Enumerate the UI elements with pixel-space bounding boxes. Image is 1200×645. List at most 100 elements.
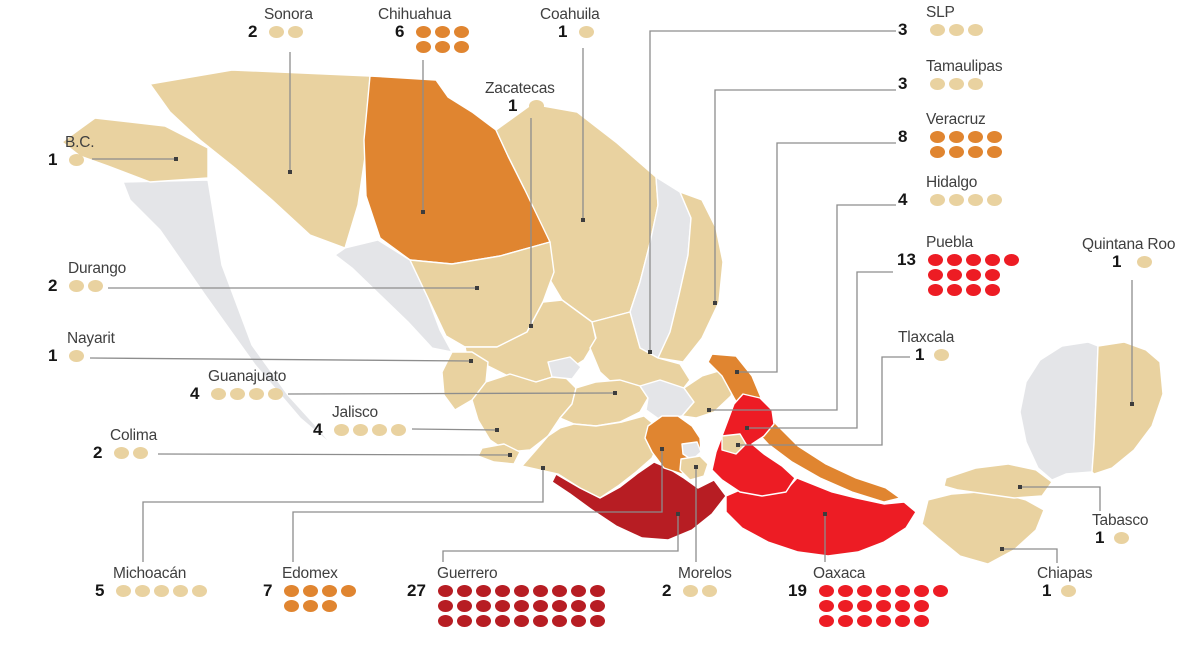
tally-dot: [211, 388, 226, 400]
tally-dot: [895, 615, 910, 627]
tally-dot: [571, 600, 586, 612]
state-name: Michoacán: [113, 565, 187, 582]
tally-dot: [552, 615, 567, 627]
state-name: Quintana Roo: [1082, 236, 1176, 253]
tally-dot-row: [819, 600, 948, 612]
state-count: 1: [1095, 528, 1105, 547]
tally-dot: [416, 26, 431, 38]
tally-dot: [1004, 254, 1019, 266]
tally-dots: [819, 585, 948, 627]
tally-dots: [928, 254, 1019, 296]
state-tally: 1: [48, 347, 115, 364]
tally-dots: [1137, 256, 1152, 268]
state-tally: 8: [898, 127, 1002, 158]
leader-endpoint: [713, 301, 717, 305]
tally-dot: [154, 585, 169, 597]
tally-dots: [269, 26, 303, 38]
leader-endpoint: [1130, 402, 1134, 406]
state-name: Jalisco: [332, 404, 378, 421]
state-name: Nayarit: [67, 330, 115, 347]
tally-dot: [114, 447, 129, 459]
tally-dot: [987, 131, 1002, 143]
tally-dot-row: [416, 41, 469, 53]
tally-dot-row: [284, 600, 356, 612]
state-label-edomex: Edomex 7: [263, 566, 356, 612]
state-tally: 3: [898, 21, 983, 38]
tally-dot-row: [928, 284, 1019, 296]
tally-dot: [987, 146, 1002, 158]
tally-dot: [949, 146, 964, 158]
tally-dot-row: [69, 350, 84, 362]
tally-dot: [930, 78, 945, 90]
state-label-morelos: Morelos 2: [662, 566, 732, 600]
state-count: 8: [898, 127, 908, 146]
state-name: Oaxaca: [813, 565, 866, 582]
leader-endpoint: [421, 210, 425, 214]
tally-dot: [930, 24, 945, 36]
tally-dot-row: [211, 388, 283, 400]
state-label-durango: Durango 2: [48, 261, 126, 295]
tally-dot: [495, 585, 510, 597]
leader-endpoint: [581, 218, 585, 222]
state-tally: 13: [897, 251, 1019, 296]
tally-dot: [966, 269, 981, 281]
tally-dot: [947, 269, 962, 281]
state-count: 4: [898, 190, 908, 209]
tally-dot: [819, 600, 834, 612]
state-name: Guanajuato: [208, 368, 287, 385]
state-quintana-roo: [1091, 341, 1164, 475]
state-label-jalisco: Jalisco 4: [313, 404, 406, 438]
tally-dot: [949, 131, 964, 143]
state-tally: 19: [788, 581, 948, 627]
state-count: 1: [558, 22, 568, 41]
tally-dot: [457, 600, 472, 612]
tally-dot: [476, 585, 491, 597]
tally-dot: [876, 600, 891, 612]
state-name: Veracruz: [926, 111, 986, 128]
tally-dot-row: [930, 146, 1002, 158]
state-name: Guerrero: [437, 565, 498, 582]
tally-dot: [930, 131, 945, 143]
tally-dot: [322, 585, 337, 597]
state-name: Tamaulipas: [926, 58, 1003, 75]
tally-dot: [838, 615, 853, 627]
state-name: Sonora: [264, 6, 313, 23]
state-label-colima: Colima 2: [93, 428, 157, 462]
state-count: 1: [508, 96, 518, 115]
state-label-puebla: Puebla 13: [897, 235, 1019, 296]
state-tally: 2: [93, 444, 157, 461]
tally-dot: [928, 284, 943, 296]
tally-dot: [288, 26, 303, 38]
tally-dot: [514, 615, 529, 627]
state-label-tabasco: Tabasco 1: [1092, 513, 1149, 547]
tally-dot-row: [930, 24, 983, 36]
state-hidalgo: [681, 369, 738, 419]
state-count: 1: [1112, 252, 1122, 271]
state-tally: 4: [313, 421, 406, 438]
state-count: 19: [788, 581, 807, 600]
state-name: Hidalgo: [926, 174, 978, 191]
leader-endpoint: [288, 170, 292, 174]
tally-dots: [1114, 532, 1129, 544]
state-name: Coahuila: [540, 6, 600, 23]
tally-dots: [930, 194, 1002, 206]
tally-dot: [914, 615, 929, 627]
state-tally: 3: [898, 75, 1002, 92]
state-label-sonora: Sonora 2: [248, 6, 313, 41]
tally-dots: [114, 447, 148, 459]
state-tally: 1: [48, 151, 94, 168]
tally-dot: [69, 350, 84, 362]
tally-dots: [69, 350, 84, 362]
leader-endpoint: [823, 512, 827, 516]
state-name: Chiapas: [1037, 565, 1093, 582]
tally-dot: [454, 26, 469, 38]
tally-dot: [1061, 585, 1076, 597]
tally-dot-row: [284, 585, 356, 597]
leader-endpoint: [735, 370, 739, 374]
tally-dot: [928, 254, 943, 266]
state-sonora: [149, 69, 371, 249]
tally-dot: [966, 254, 981, 266]
tally-dot: [322, 600, 337, 612]
tally-dot: [230, 388, 245, 400]
state-aguascalientes: [547, 356, 582, 380]
